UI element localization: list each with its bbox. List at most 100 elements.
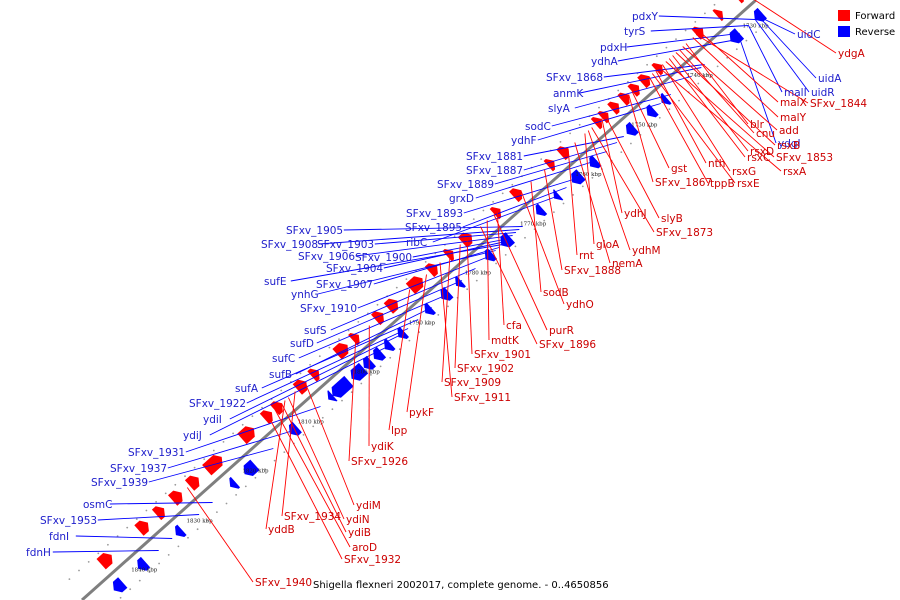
reverse-gene-label: sufB <box>269 369 292 381</box>
forward-gene-arrow <box>627 83 640 97</box>
reverse-gene-label: SFxv_1889 <box>437 179 494 191</box>
forward-gene-label: malX <box>780 97 807 109</box>
tick-label: 1800 kbp <box>354 370 381 376</box>
forward-gene-label: slyB <box>661 213 683 225</box>
backbone-dot <box>466 288 469 291</box>
backbone-dot <box>312 425 315 428</box>
forward-gene-arrow <box>637 74 651 89</box>
backbone-dot <box>283 451 286 453</box>
forward-leader-line <box>662 64 731 172</box>
backbone-dot <box>562 202 565 205</box>
reverse-gene-label: SFxv_1910 <box>300 303 357 315</box>
forward-leader-line <box>658 67 782 172</box>
reverse-gene-label: SFxv_1906 <box>298 251 355 263</box>
backbone-dot <box>511 183 514 186</box>
reverse-gene-arrow <box>350 362 369 381</box>
forward-genes <box>96 0 744 570</box>
reverse-gene-label: sufE <box>264 276 286 288</box>
forward-gene-label: SFxv_1926 <box>351 456 408 468</box>
forward-leader-line <box>267 415 343 560</box>
reverse-gene-label: uidA <box>818 73 842 85</box>
forward-leader-line <box>348 337 357 462</box>
reverse-gene-label: SFxv_1893 <box>406 208 463 220</box>
backbone-dot <box>318 355 321 358</box>
backbone-dot <box>126 526 129 529</box>
forward-gene-label: pykF <box>409 407 434 419</box>
genome-backbone <box>81 0 757 600</box>
forward-leader-line <box>287 397 345 520</box>
backbone-dot <box>138 579 141 582</box>
backbone-dot <box>617 89 620 92</box>
reverse-gene-label: SFxv_1922 <box>189 398 246 410</box>
reverse-leader-line <box>579 67 702 94</box>
reverse-gene-label: sufS <box>304 325 327 337</box>
backbone-dot <box>309 363 311 366</box>
reverse-gene-label: ribC <box>406 237 427 249</box>
backbone-dot <box>745 39 748 42</box>
backbone-dot <box>78 569 80 572</box>
forward-leader-line <box>604 115 660 219</box>
forward-leader-line <box>388 289 411 431</box>
forward-leader-line <box>574 142 611 264</box>
forward-leader-line <box>281 403 347 533</box>
backbone-dot <box>684 29 687 32</box>
forward-gene-arrow <box>442 249 454 262</box>
reverse-gene-label: pdxY <box>632 11 659 23</box>
backbone-dot <box>540 158 543 161</box>
backbone-dot <box>145 509 148 512</box>
backbone-dot <box>649 125 652 128</box>
forward-gene-arrow <box>96 553 113 570</box>
forward-leader-line <box>695 34 809 104</box>
backbone-dot <box>357 321 360 323</box>
reverse-gene-label: sodC <box>525 121 551 133</box>
forward-gene-label: ydiM <box>356 500 381 512</box>
forward-leader-lines <box>186 0 837 583</box>
backbone-dot <box>559 141 562 143</box>
backbone-dot <box>184 475 186 478</box>
reverse-gene-arrow <box>331 375 354 398</box>
reverse-leader-line <box>97 514 200 521</box>
reverse-leader-line <box>317 250 496 295</box>
forward-leader-line <box>692 37 779 118</box>
reverse-gene-label: SFxv_1895 <box>405 222 462 234</box>
backbone-dot <box>395 286 398 289</box>
reverse-leader-line <box>754 19 810 93</box>
forward-gene-arrow <box>332 343 349 360</box>
forward-leader-line <box>601 118 623 214</box>
reverse-leader-line <box>475 160 597 199</box>
backbone-dot <box>107 543 109 546</box>
backbone-dot <box>235 494 238 496</box>
reverse-leader-line <box>75 535 173 539</box>
reverse-gene-arrow <box>646 104 659 118</box>
reverse-leader-line <box>316 280 463 344</box>
tick-label: 1730 kbp <box>743 23 770 29</box>
forward-leader-line <box>682 46 778 131</box>
reverse-gene-arrow <box>424 302 436 315</box>
reverse-leader-line <box>298 295 446 359</box>
forward-gene-label: purR <box>549 325 574 337</box>
forward-leader-line <box>753 0 837 54</box>
reverse-gene-label: ydhA <box>591 56 619 68</box>
forward-gene-label: rnt <box>579 250 594 262</box>
backbone-dot <box>206 519 209 522</box>
forward-gene-arrow <box>184 475 200 491</box>
reverse-gene-label: SFxv_1868 <box>546 72 603 84</box>
forward-gene-label: ydgA <box>838 48 866 60</box>
forward-gene-label: rsxD <box>750 146 774 158</box>
reverse-gene-arrow <box>729 28 745 44</box>
tick-label: 1840 kbp <box>131 568 158 574</box>
forward-leader-line <box>406 274 427 413</box>
forward-gene-arrow <box>259 410 273 425</box>
backbone-dot <box>389 356 392 359</box>
backbone-dot <box>148 571 151 573</box>
forward-gene-label: SFxv_1873 <box>656 227 713 239</box>
genome-caption: Shigella flexneri 2002017, complete geno… <box>313 580 609 591</box>
backbone-dot <box>241 423 244 426</box>
backbone-dot <box>299 372 302 375</box>
forward-gene-label: ydiN <box>346 514 370 526</box>
forward-leader-line <box>281 391 296 517</box>
forward-gene-arrow <box>405 276 424 295</box>
backbone-dot <box>697 82 700 85</box>
forward-gene-label: ydiK <box>371 441 395 453</box>
reverse-leader-line <box>229 334 402 420</box>
